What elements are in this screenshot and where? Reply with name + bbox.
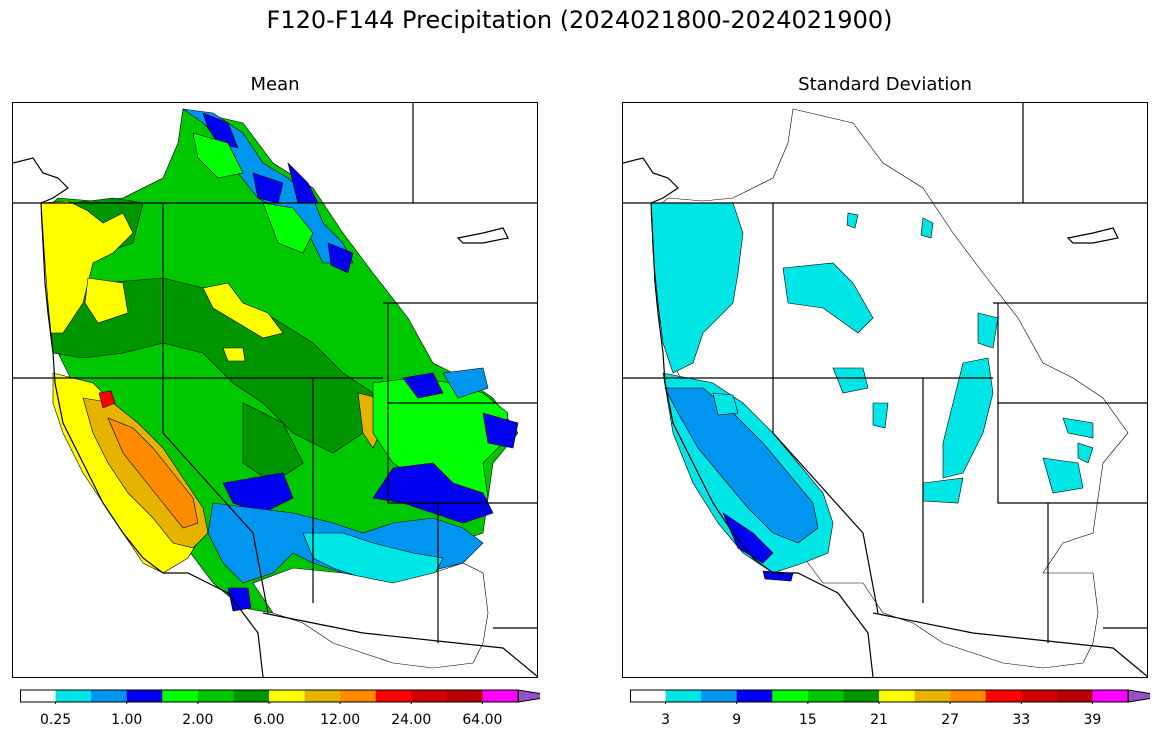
mean-colorbar-tick-label: 64.00	[462, 712, 503, 728]
stddev-region-n-cyan	[846, 212, 859, 229]
stddev-region-interior	[650, 108, 1129, 669]
mean-colorbar-swatch	[304, 690, 341, 702]
stddev-basin-fills	[650, 108, 1129, 669]
stddev-colorbar-tick-label: 21	[870, 712, 888, 728]
stddev-map	[622, 102, 1148, 678]
mean-region-north-lime	[192, 132, 244, 179]
stddev-panel-title: Standard Deviation	[798, 74, 972, 95]
stddev-region-nw-cyan	[920, 217, 934, 239]
mean-colorbar-extend-tip	[517, 689, 540, 703]
stddev-region-east-cyan-4	[1042, 457, 1084, 494]
stddev-region-interior-cyan-4	[712, 392, 739, 416]
stddev-region-interior-cyan-3	[872, 402, 889, 429]
mean-colorbar-swatch	[340, 690, 377, 702]
stddev-lake-superior	[1066, 227, 1119, 244]
mean-panel-title: Mean	[250, 74, 300, 95]
mean-region-darkgreen-3	[242, 402, 304, 484]
mean-colorbar-swatch	[446, 690, 483, 702]
mean-lake-superior	[456, 227, 509, 244]
stddev-colorbar-tick-label: 3	[661, 712, 671, 728]
mean-state-borders	[13, 103, 537, 677]
stddev-colorbar-tick-label: 27	[941, 712, 960, 728]
mean-region-east-darkblue-2	[482, 412, 519, 449]
stddev-region-coast-blue	[664, 387, 819, 544]
mean-basin-fills	[40, 108, 519, 669]
mean-colorbar-swatch	[197, 690, 234, 702]
stddev-colorbar-swatch	[1092, 690, 1129, 702]
stddev-region-east-cyan	[942, 357, 994, 479]
stddev-colorbar-swatch	[630, 690, 667, 702]
mean-region-east-blue	[442, 367, 489, 399]
stddev-colorbar-swatch	[665, 690, 702, 702]
mean-colorbar-tick-label: 1.00	[111, 712, 143, 728]
mean-colorbar-swatch	[162, 690, 199, 702]
mean-region-east-darkblue	[402, 372, 444, 399]
mean-map-canvas	[13, 103, 537, 677]
mean-colorbar	[20, 689, 540, 704]
stddev-colorbar-tick-label: 9	[732, 712, 742, 728]
mean-colorbar-swatch	[91, 690, 128, 702]
stddev-colorbar-swatch	[772, 690, 809, 702]
stddev-colorbar	[630, 689, 1150, 704]
mean-colorbar-tick-label: 24.00	[391, 712, 432, 728]
mean-region-sierra-orange	[107, 417, 199, 529]
stddev-colorbar-swatch	[843, 690, 880, 702]
stddev-colorbar-tick-label: 15	[798, 712, 817, 728]
mean-region-north-darkblue-4	[327, 242, 354, 274]
mean-region-coast-yellow	[40, 200, 134, 334]
stddev-colorbar-tick-label: 39	[1083, 712, 1102, 728]
figure-title: F120-F144 Precipitation (2024021800-2024…	[266, 6, 893, 34]
stddev-colorbar-swatch	[985, 690, 1022, 702]
stddev-colorbar-extend-tip	[1127, 689, 1150, 703]
stddev-region-interior-cyan	[782, 262, 874, 334]
mean-region-coast-yellow-2	[84, 277, 129, 324]
mean-colorbar-swatch	[482, 690, 519, 702]
mean-colorbar-swatch	[233, 690, 270, 702]
mean-colorbar-swatch	[375, 690, 412, 702]
mean-colorbar-tick-label: 2.00	[182, 712, 214, 728]
stddev-colorbar-swatch	[1056, 690, 1093, 702]
mean-map	[12, 102, 538, 678]
mean-coastline-borders	[13, 103, 537, 677]
mean-colorbar-tick-label: 6.00	[253, 712, 285, 728]
mean-region-interior-yellow	[202, 282, 284, 339]
mean-region-north-lime-2	[262, 202, 314, 254]
stddev-region-east-cyan-5	[1062, 417, 1094, 439]
stddev-region-east-cyan-6	[1077, 442, 1094, 464]
mean-colorbar-swatch	[269, 690, 306, 702]
stddev-coastline	[623, 157, 874, 677]
stddev-colorbar-swatch	[914, 690, 951, 702]
mean-region-red-spot	[98, 390, 116, 409]
stddev-colorbar-swatch	[1021, 690, 1058, 702]
stddev-colorbar-swatch	[950, 690, 987, 702]
stddev-coastline-borders	[623, 103, 1147, 677]
stddev-colorbar-swatch	[736, 690, 773, 702]
stddev-region-coast-darkblue	[722, 512, 774, 564]
mean-region-south-white	[252, 562, 489, 669]
mean-colorbar-swatch	[126, 690, 163, 702]
mean-colorbar-swatch	[20, 690, 57, 702]
stddev-colorbar-swatch	[701, 690, 738, 702]
mean-region-interior-yellow-2	[222, 347, 246, 362]
mean-colorbar-tick-label: 12.00	[320, 712, 361, 728]
mean-colorbar-swatch	[55, 690, 92, 702]
stddev-colorbar-swatch	[807, 690, 844, 702]
stddev-state-borders	[623, 103, 1147, 677]
stddev-colorbar-swatch	[879, 690, 916, 702]
stddev-region-east-cyan-2	[977, 312, 999, 349]
mean-coastline	[13, 157, 264, 677]
stddev-colorbar-tick-label: 33	[1012, 712, 1031, 728]
mean-region-sw-darkblue	[227, 587, 252, 612]
mean-colorbar-swatch	[411, 690, 448, 702]
stddev-map-canvas	[623, 103, 1147, 677]
mean-colorbar-tick-label: 0.25	[39, 712, 72, 728]
stddev-region-interior-cyan-2	[832, 367, 869, 394]
mean-region-south-darkblue	[222, 472, 294, 514]
